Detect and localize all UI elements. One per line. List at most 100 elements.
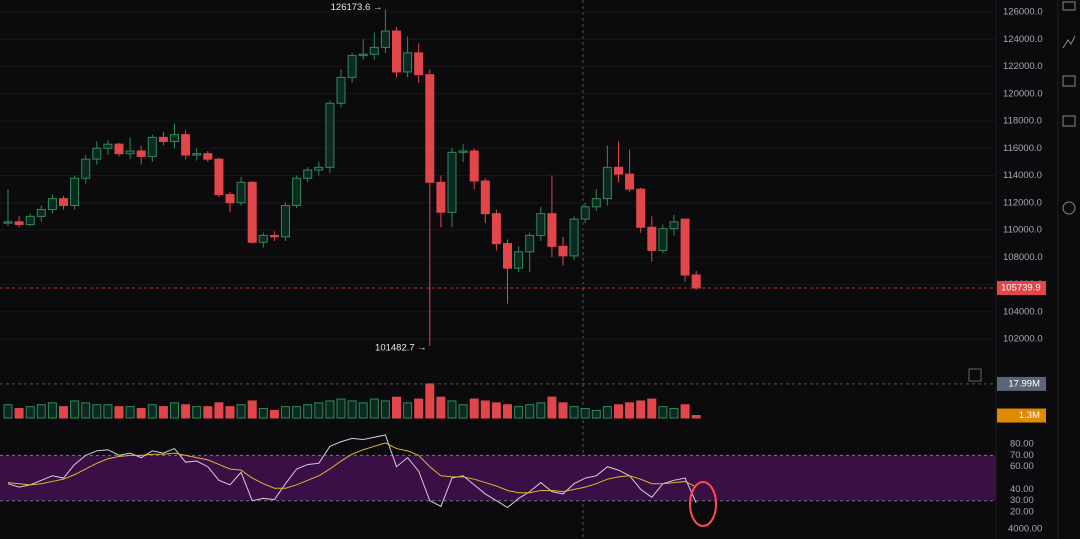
volume-bar [680,404,690,419]
volume-badge-label: 17.99M [1008,378,1040,389]
candle-body [203,153,213,160]
volume-badge-label: 1.3M [1019,410,1040,421]
candle-body [558,245,568,257]
volume-bar [380,400,390,419]
candle-body [514,251,524,269]
volume-bar [580,408,590,419]
volume-badge [997,408,1046,423]
tool-icon[interactable] [1062,1,1076,11]
volume-bar [503,404,512,419]
volume-bar [392,396,401,419]
candle-body [347,55,357,78]
candle-body [503,243,512,269]
y-tick-label: 122000.0 [1003,61,1043,72]
volume-bar [236,404,246,419]
last-price-badge [997,281,1046,296]
tool-icon[interactable] [1062,35,1076,49]
volume-bar [14,408,24,419]
candle-body [214,158,224,196]
candle-body [447,151,457,213]
volume-bar [569,406,579,419]
y-tick-label: 108000.0 [1003,252,1043,263]
high-annotation: 126173.6 → [331,2,383,13]
volume-bar [92,404,102,419]
candle-body [458,150,468,153]
candle-body [269,234,279,238]
candle-body [114,143,124,155]
volume-bar [158,406,168,419]
volume-bar [403,402,413,419]
y-tick-label: 60.00 [1010,461,1034,472]
candle-body [569,218,579,257]
candle-body [691,274,701,289]
candle-body [225,194,235,204]
volume-bar [25,406,35,419]
volume-bar [314,402,324,419]
volume-bar [147,404,157,419]
volume-bar [347,400,357,419]
candle-body [281,204,290,238]
volume-bar [614,404,623,419]
candle-body [247,181,257,243]
highlight-circle [689,481,717,527]
candle-body [436,181,446,213]
candle-body [25,215,35,226]
candle-body [547,213,557,247]
volume-bar [647,398,657,419]
volume-bar [247,400,257,419]
volume-bar [636,400,646,419]
volume-bar [547,396,557,419]
y-tick-label: 126000.0 [1003,7,1043,18]
volume-bar [325,400,335,419]
volume-bar [214,402,224,419]
tool-icon[interactable] [1062,115,1076,127]
volume-bar [125,406,135,419]
low-annotation: 101482.7 → [375,343,427,354]
tool-icon[interactable] [1062,201,1076,215]
volume-bar [203,406,213,419]
volume-bar [469,398,479,419]
candle-body [81,158,91,179]
y-tick-label: 124000.0 [1003,34,1043,45]
candle-body [192,153,202,156]
y-tick-label: 112000.0 [1003,197,1042,208]
candle-body [170,134,179,142]
y-tick-label: 116000.0 [1003,143,1042,154]
volume-bar [425,383,435,419]
candle-body [480,180,490,215]
volume-bar [136,408,146,419]
candle-body [236,181,246,204]
candle-body [525,234,535,253]
candle-body [469,150,479,182]
candle-body [669,221,679,230]
volume-badge [997,376,1046,391]
candle-body [92,147,102,160]
candle-body [59,198,68,206]
tool-icon[interactable] [1062,75,1076,87]
candle-body [602,166,612,200]
candle-body [680,218,690,276]
volume-bar [514,406,524,419]
candle-body [325,102,335,168]
volume-bar [336,398,346,419]
rsi-line [7,442,697,494]
volume-bar [269,409,279,419]
candle-body [536,213,546,236]
rsi-line [7,434,697,509]
candle-body [292,177,302,206]
candle-body [103,143,113,149]
y-tick-label: 110000.0 [1003,225,1042,236]
resize-icon[interactable] [968,368,982,382]
volume-bar [669,408,679,419]
volume-bar [625,402,635,419]
candle-body [647,226,657,251]
volume-bar [192,406,202,419]
volume-bar [558,402,568,419]
candle-body [314,166,324,171]
y-tick-label: 102000.0 [1003,334,1043,345]
candle-body [591,198,601,208]
volume-bar [491,402,501,419]
candle-body [625,173,635,190]
y-tick-label: 120000.0 [1003,88,1043,99]
